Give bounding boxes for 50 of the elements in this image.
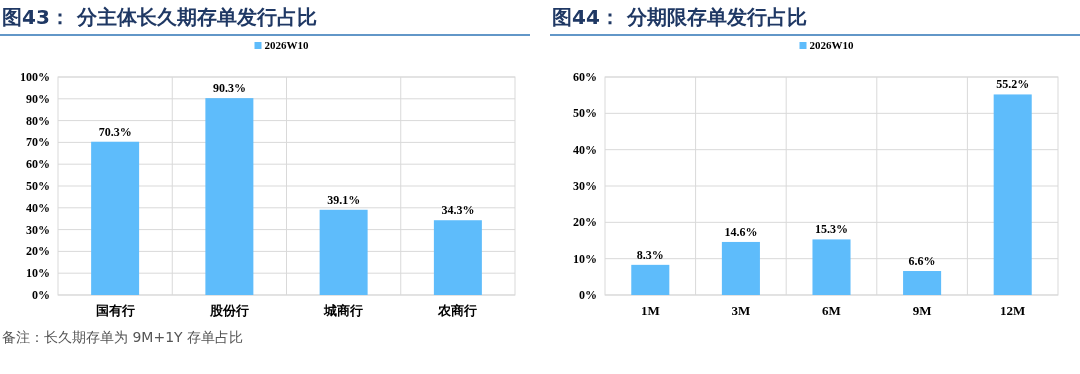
x-tick-label: 6M	[822, 303, 841, 318]
y-tick-label: 80%	[26, 113, 50, 128]
y-tick-label: 0%	[579, 288, 597, 302]
y-tick-label: 20%	[573, 215, 597, 230]
y-tick-label: 60%	[573, 70, 597, 84]
y-tick-label: 30%	[26, 222, 50, 237]
x-tick-label: 城商行	[323, 303, 364, 318]
legend-label: 2026W10	[264, 39, 309, 51]
y-tick-label: 0%	[32, 288, 50, 302]
bar	[812, 239, 851, 295]
x-tick-label: 股份行	[208, 303, 249, 318]
x-tick-label: 3M	[731, 303, 751, 318]
data-label: 8.3%	[636, 247, 664, 262]
text: 备注：长久期存单为 9M+1Y 存单占比	[2, 329, 244, 345]
y-tick-label: 30%	[573, 179, 597, 193]
x-tick-label: 1M	[640, 303, 660, 318]
data-label: 90.3%	[212, 81, 246, 96]
data-label: 34.3%	[441, 203, 475, 218]
data-label: 70.3%	[98, 124, 132, 139]
data-label: 39.1%	[327, 192, 361, 207]
y-tick-label: 40%	[573, 142, 597, 157]
x-tick-label: 国有行	[95, 303, 135, 318]
y-tick-label: 10%	[26, 266, 50, 281]
y-tick-label: 70%	[26, 135, 50, 150]
bar	[91, 141, 140, 295]
legend-label: 2026W10	[809, 39, 854, 51]
y-tick-label: 50%	[26, 179, 50, 193]
bar	[721, 241, 760, 295]
bar	[205, 98, 254, 295]
y-tick-label: 100%	[20, 70, 50, 84]
x-tick-label: 9M	[912, 303, 932, 318]
x-tick-label: 12M	[1000, 303, 1026, 318]
data-label: 14.6%	[724, 224, 758, 239]
x-tick-label: 农商行	[437, 303, 478, 318]
data-label: 55.2%	[996, 77, 1030, 92]
bar	[319, 209, 368, 295]
bar	[903, 271, 942, 295]
y-tick-label: 90%	[26, 91, 50, 106]
chart-title: 图43： 分主体长久期存单发行占比	[2, 5, 317, 29]
bar	[433, 220, 482, 295]
y-tick-label: 50%	[573, 106, 597, 121]
y-tick-label: 20%	[26, 244, 50, 259]
y-tick-label: 40%	[26, 200, 50, 215]
chart-title: 图44： 分期限存单发行占比	[552, 5, 807, 29]
bar	[631, 264, 670, 295]
y-tick-label: 10%	[573, 251, 597, 266]
data-label: 15.3%	[815, 222, 848, 237]
y-tick-label: 60%	[26, 157, 50, 172]
bar	[993, 94, 1032, 295]
data-label: 6.6%	[908, 254, 936, 269]
